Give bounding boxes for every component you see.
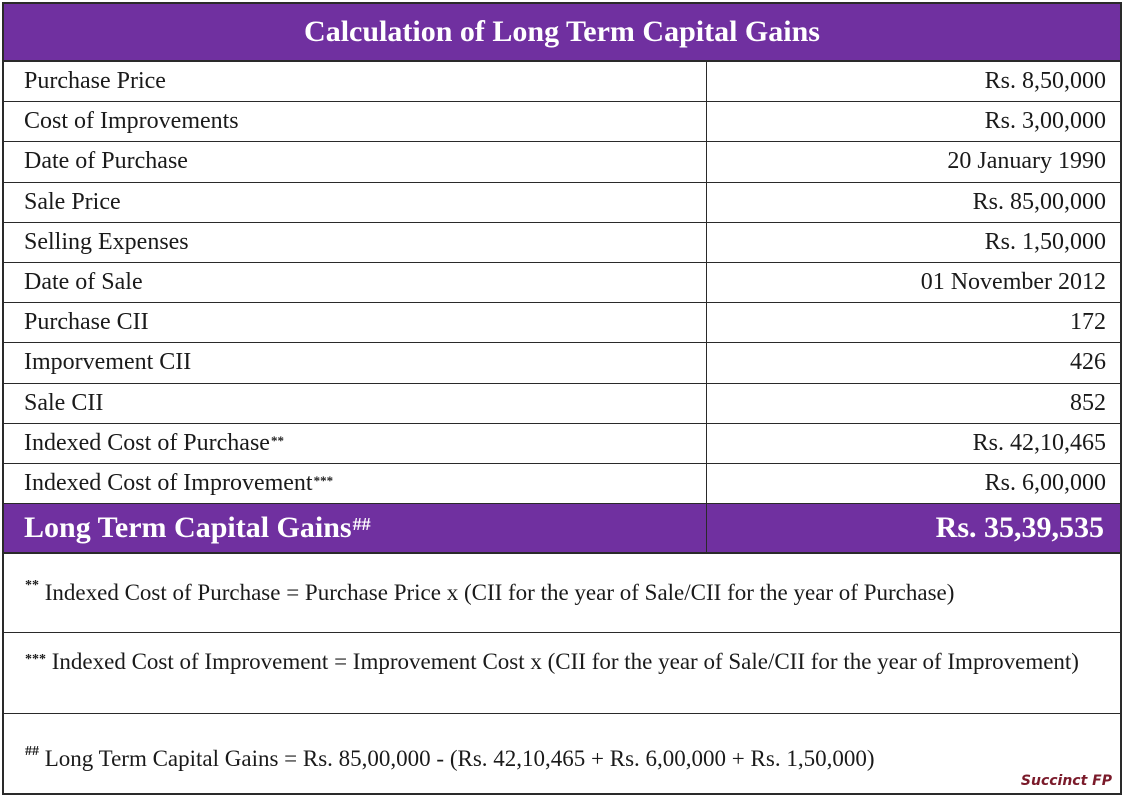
row-label: Imporvement CII: [4, 343, 707, 383]
row-label: Indexed Cost of Purchase **: [4, 423, 707, 463]
row-value: Rs. 6,00,000: [984, 469, 1106, 496]
table-row: Purchase CII 172: [4, 303, 1120, 344]
footnote-marker: ##: [25, 744, 39, 760]
row-label: Sale CII: [4, 383, 707, 423]
row-label: Purchase Price: [4, 62, 707, 102]
footnote: ** Indexed Cost of Purchase = Purchase P…: [4, 554, 1120, 634]
row-value: 20 January 1990: [947, 148, 1106, 175]
footnote-marker: **: [25, 578, 39, 594]
table-row: Date of Purchase 20 January 1990: [4, 142, 1120, 183]
total-label: Long Term Capital Gains ##: [4, 504, 707, 553]
footnote-marker: ##: [352, 513, 371, 534]
footnote: *** Indexed Cost of Improvement = Improv…: [4, 633, 1120, 715]
row-value: Rs. 42,10,465: [972, 429, 1106, 456]
table-row: Cost of Improvements Rs. 3,00,000: [4, 102, 1120, 143]
row-value: 01 November 2012: [920, 269, 1106, 296]
row-value: 426: [1070, 349, 1106, 376]
row-label: Date of Sale: [4, 262, 707, 303]
footnote-marker: **: [270, 433, 284, 449]
footnote-text: Indexed Cost of Improvement = Improvemen…: [46, 649, 1079, 675]
row-value: Rs. 8,50,000: [984, 68, 1106, 95]
table-row: Date of Sale 01 November 2012: [4, 262, 1120, 304]
row-label: Date of Purchase: [4, 142, 707, 182]
table-row: Purchase Price Rs. 8,50,000: [4, 62, 1120, 103]
row-label: Purchase CII: [4, 303, 707, 343]
row-label: Selling Expenses: [4, 222, 707, 262]
row-value: 852: [1070, 389, 1106, 416]
footnote-text: Indexed Cost of Purchase = Purchase Pric…: [39, 580, 955, 606]
table-row: Imporvement CII 426: [4, 343, 1120, 384]
watermark: Succinct FP: [1020, 773, 1112, 789]
footnote: ## Long Term Capital Gains = Rs. 85,00,0…: [4, 714, 1120, 790]
table-title: Calculation of Long Term Capital Gains: [4, 4, 1120, 62]
table-row: Sale CII 852: [4, 383, 1120, 424]
table-row: Indexed Cost of Purchase ** Rs. 42,10,465: [4, 423, 1120, 464]
row-label: Sale Price: [4, 182, 707, 222]
footnote-marker: ***: [313, 473, 334, 489]
row-value: Rs. 3,00,000: [984, 108, 1106, 135]
table-row: Sale Price Rs. 85,00,000: [4, 182, 1120, 223]
total-row: Long Term Capital Gains ## Rs. 35,39,535: [4, 504, 1120, 555]
table-row: Selling Expenses Rs. 1,50,000: [4, 222, 1120, 263]
row-label: Indexed Cost of Improvement ***: [4, 463, 707, 504]
row-value: 172: [1070, 309, 1106, 336]
table-row: Indexed Cost of Improvement *** Rs. 6,00,…: [4, 463, 1120, 505]
footnote-text: Long Term Capital Gains = Rs. 85,00,000 …: [39, 746, 875, 772]
footnote-marker: ***: [25, 652, 46, 668]
total-value: Rs. 35,39,535: [935, 511, 1104, 545]
row-value: Rs. 1,50,000: [984, 228, 1106, 255]
row-label: Cost of Improvements: [4, 102, 707, 142]
row-value: Rs. 85,00,000: [972, 188, 1106, 215]
